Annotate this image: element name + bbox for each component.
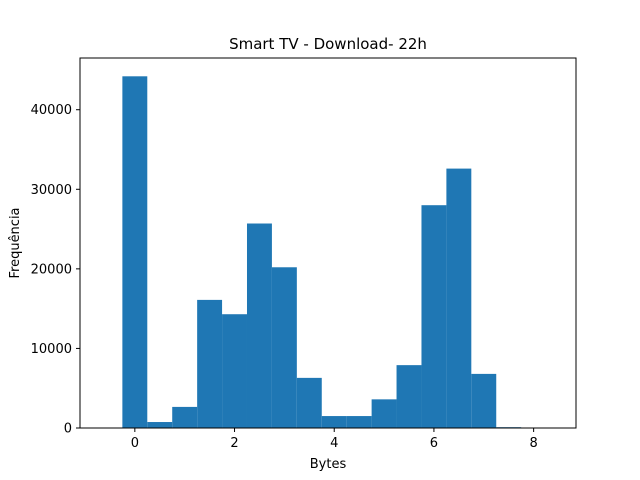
- histogram-bar: [446, 168, 472, 428]
- histogram-bar: [396, 365, 422, 428]
- x-tick-label: 8: [529, 436, 537, 451]
- chart-title: Smart TV - Download- 22h: [229, 35, 427, 53]
- y-tick-label: 20000: [31, 262, 72, 277]
- histogram-bar: [296, 377, 322, 428]
- histogram-bar: [222, 314, 247, 428]
- y-tick-label: 40000: [31, 103, 72, 118]
- x-tick-label: 0: [131, 436, 139, 451]
- histogram-bar: [246, 223, 272, 428]
- histogram-bar: [122, 76, 148, 429]
- x-tick-label: 6: [430, 436, 438, 451]
- histogram-bar: [271, 267, 297, 428]
- y-tick-label: 0: [64, 422, 72, 437]
- x-tick-label: 2: [230, 436, 238, 451]
- histogram-bar: [346, 416, 372, 428]
- histogram-bar: [172, 406, 198, 428]
- histogram-bar: [421, 205, 447, 428]
- histogram-bar: [471, 373, 497, 428]
- histogram-bar: [321, 416, 347, 428]
- y-axis-ticks: 0 10000 20000 30000 40000: [31, 103, 80, 437]
- x-axis-label: Bytes: [310, 457, 347, 472]
- histogram-bar: [197, 299, 223, 428]
- y-axis-label: Frequência: [8, 207, 23, 278]
- bars-group: [122, 76, 522, 429]
- y-tick-label: 30000: [31, 183, 72, 198]
- x-tick-label: 4: [330, 436, 338, 451]
- x-axis-ticks: 0 2 4 6 8: [131, 428, 538, 451]
- y-tick-label: 10000: [31, 342, 72, 357]
- histogram-bar: [371, 399, 397, 428]
- axes-frame: [79, 57, 577, 429]
- histogram-bar: [147, 422, 173, 428]
